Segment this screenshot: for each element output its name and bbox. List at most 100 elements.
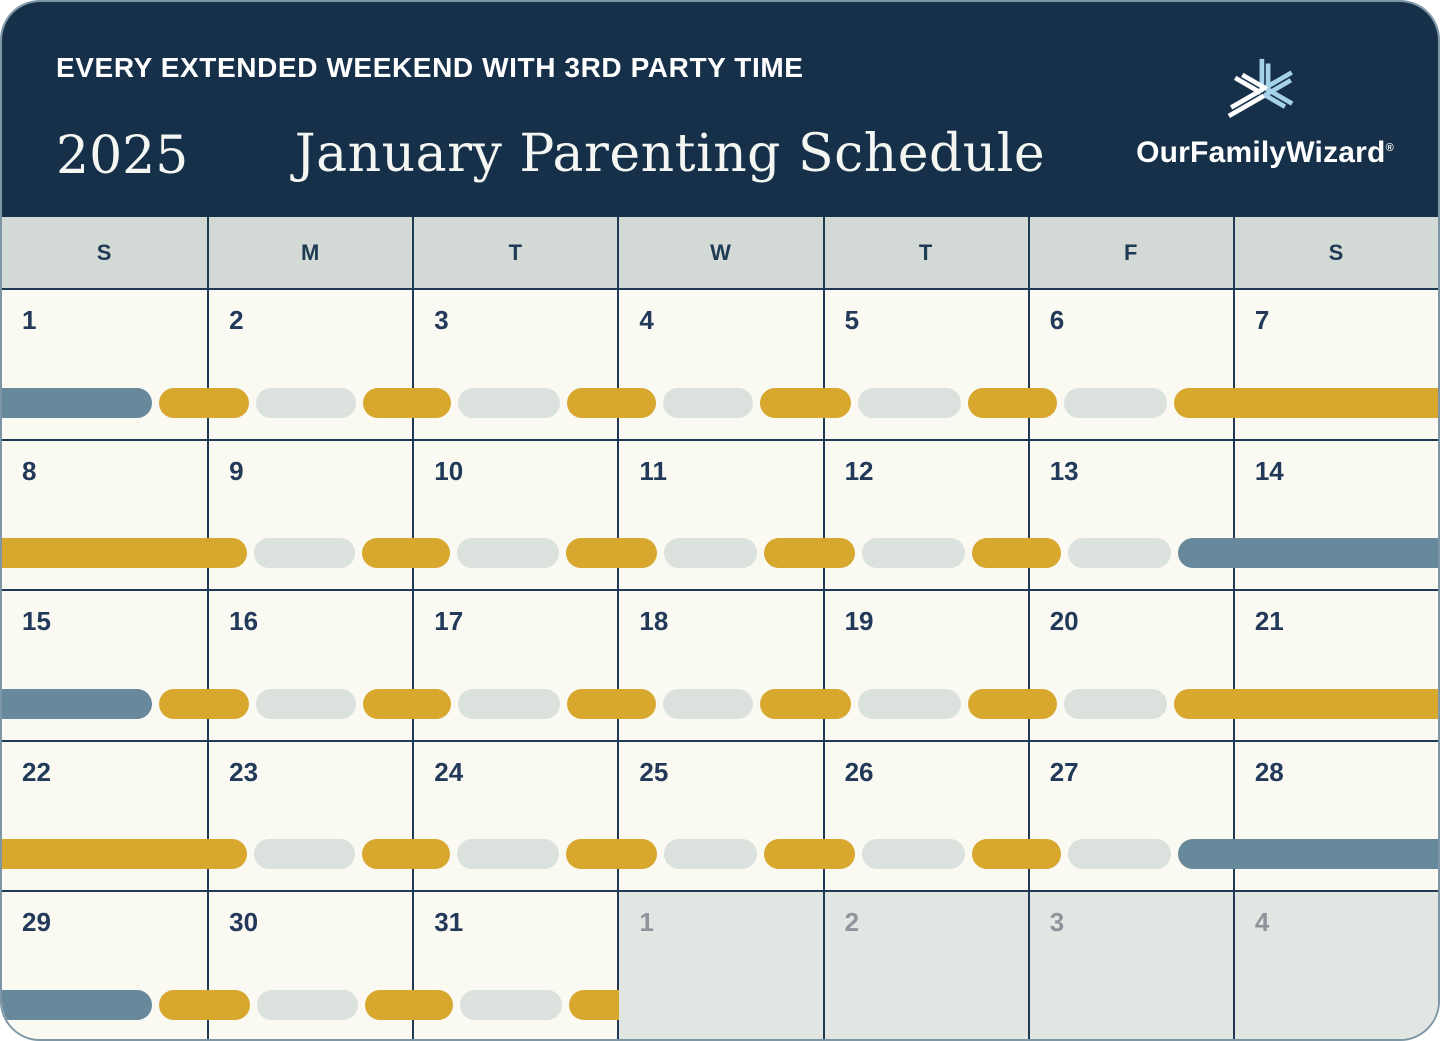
day-number: 3 xyxy=(434,305,449,335)
day-number: 15 xyxy=(22,606,51,637)
day-number: 6 xyxy=(1049,305,1065,335)
week-row: 1 2 3 4 5 6 7 xyxy=(2,290,1438,439)
day-number: 3 xyxy=(1049,907,1065,938)
weekday-label: F xyxy=(1027,217,1233,288)
day-number: 27 xyxy=(1049,756,1079,787)
gold-schedule-pill xyxy=(362,839,450,870)
day-number: 2 xyxy=(229,305,244,335)
day-number: 12 xyxy=(844,455,874,486)
week-row: 22 23 24 25 26 27 28 xyxy=(2,739,1438,891)
gold-schedule-pill xyxy=(2,839,247,870)
day-number: 24 xyxy=(434,756,464,787)
schedule-pill-track xyxy=(2,387,1438,418)
schedule-type-heading: EVERY EXTENDED WEEKEND WITH 3RD PARTY TI… xyxy=(56,52,804,83)
day-number: 20 xyxy=(1049,606,1079,637)
gray-schedule-pill xyxy=(257,989,358,1020)
gold-schedule-pill xyxy=(972,839,1061,870)
slate-schedule-pill xyxy=(1178,538,1438,569)
schedule-pill-track xyxy=(2,839,1438,870)
day-number: 5 xyxy=(844,305,860,335)
gray-schedule-pill xyxy=(254,538,355,569)
gray-schedule-pill xyxy=(663,387,753,418)
week-row: 15 16 17 18 19 20 21 xyxy=(2,589,1438,740)
slate-schedule-pill xyxy=(2,387,152,418)
day-number: 8 xyxy=(22,455,37,486)
gray-schedule-pill xyxy=(858,387,961,418)
day-number: 23 xyxy=(229,756,259,787)
gold-schedule-pill xyxy=(569,989,619,1020)
gray-schedule-pill xyxy=(457,538,559,569)
gray-schedule-pill xyxy=(460,989,562,1020)
day-number: 18 xyxy=(639,606,669,637)
day-number: 1 xyxy=(22,305,37,335)
day-number: 31 xyxy=(434,907,464,938)
gold-schedule-pill xyxy=(764,538,855,569)
gray-schedule-pill xyxy=(1064,387,1167,418)
day-number: 11 xyxy=(639,455,667,486)
brand-logo: OurFamilyWizard® xyxy=(1136,48,1394,170)
gold-schedule-pill xyxy=(566,839,657,870)
gray-schedule-pill xyxy=(858,688,961,719)
day-number: 13 xyxy=(1049,455,1079,486)
schedule-pill-track xyxy=(2,538,1438,569)
day-number: 29 xyxy=(22,907,51,938)
gray-schedule-pill xyxy=(862,538,965,569)
gold-schedule-pill xyxy=(968,688,1057,719)
gray-schedule-pill xyxy=(458,688,560,719)
day-number: 1 xyxy=(639,907,654,938)
gold-schedule-pill xyxy=(567,387,656,418)
gold-schedule-pill xyxy=(567,688,656,719)
slate-schedule-pill xyxy=(2,688,152,719)
day-number: 21 xyxy=(1254,606,1284,637)
gold-schedule-pill xyxy=(764,839,855,870)
day-number: 22 xyxy=(22,756,51,787)
day-cell: 3 xyxy=(1027,892,1233,1039)
weekday-label: T xyxy=(822,217,1028,288)
gold-schedule-pill xyxy=(972,538,1061,569)
day-number: 4 xyxy=(639,305,654,335)
gray-schedule-pill xyxy=(256,688,356,719)
slate-schedule-pill xyxy=(1178,839,1438,870)
gold-schedule-pill xyxy=(1174,387,1438,418)
gold-schedule-pill xyxy=(159,989,250,1020)
gray-schedule-pill xyxy=(1068,839,1171,870)
day-cell: 4 xyxy=(1232,892,1438,1039)
day-number: 25 xyxy=(639,756,669,787)
day-cell: 1 xyxy=(617,892,823,1039)
gray-schedule-pill xyxy=(1068,538,1171,569)
page-title: January Parenting Schedule xyxy=(294,124,1046,184)
day-number: 4 xyxy=(1254,907,1270,938)
gray-schedule-pill xyxy=(254,839,355,870)
gray-schedule-pill xyxy=(862,839,965,870)
gray-schedule-pill xyxy=(664,839,757,870)
gold-schedule-pill xyxy=(159,688,249,719)
day-number: 14 xyxy=(1254,455,1284,486)
day-number: 26 xyxy=(844,756,874,787)
brand-wordmark-text: OurFamilyWizard xyxy=(1136,136,1386,169)
gold-schedule-pill xyxy=(159,387,249,418)
gold-schedule-pill xyxy=(365,989,453,1020)
day-number: 17 xyxy=(434,606,464,637)
gray-schedule-pill xyxy=(663,688,753,719)
day-number: 16 xyxy=(229,606,259,637)
brand-asterisk-icon xyxy=(1227,58,1294,119)
week-row: 8 9 10 11 12 13 14 xyxy=(2,438,1438,590)
header: EVERY EXTENDED WEEKEND WITH 3RD PARTY TI… xyxy=(2,2,1438,217)
day-number: 7 xyxy=(1254,305,1270,335)
gold-schedule-pill xyxy=(363,688,451,719)
day-number: 2 xyxy=(844,907,860,938)
weekday-label: S xyxy=(1232,217,1438,288)
weekday-label: T xyxy=(412,217,617,288)
calendar-grid: 1 2 3 4 5 6 7 8 9 10 11 12 13 14 15 16 17 18 19 20 21 22 23 24 2… xyxy=(2,290,1438,1039)
gray-schedule-pill xyxy=(664,538,757,569)
day-cell: 2 xyxy=(822,892,1028,1039)
gold-schedule-pill xyxy=(760,688,851,719)
gray-schedule-pill xyxy=(457,839,559,870)
weekday-label: W xyxy=(617,217,822,288)
gold-schedule-pill xyxy=(1174,688,1438,719)
day-number: 19 xyxy=(844,606,874,637)
gray-schedule-pill xyxy=(458,387,560,418)
gold-schedule-pill xyxy=(2,538,247,569)
